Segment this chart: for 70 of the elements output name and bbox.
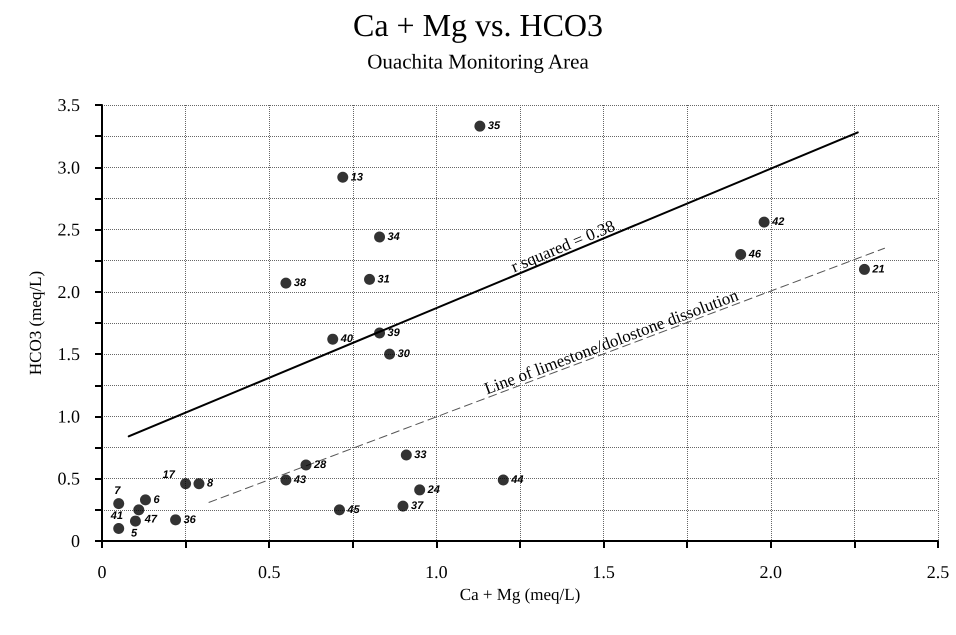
point (113, 523, 124, 534)
point (280, 474, 292, 486)
y-axis-title: HCO3 (meq/L) (26, 270, 45, 376)
annotation: 30 (398, 348, 411, 360)
point (498, 474, 509, 486)
point (400, 450, 412, 461)
x-tick-label: 0 (98, 562, 106, 582)
x-axis-title: Ca + Mg (meq/L) (460, 584, 580, 604)
point (180, 478, 192, 490)
point (384, 348, 396, 360)
y-tick-label: 0 (71, 531, 80, 551)
x-tick-label: 1.0 (425, 562, 448, 582)
point (374, 232, 386, 243)
y-tick-label: 3.0 (58, 157, 80, 178)
point (758, 216, 770, 228)
point (735, 248, 746, 260)
point (334, 504, 345, 516)
y-tick-label: 2.0 (58, 282, 80, 302)
y-tick-label: 0.5 (58, 468, 80, 489)
point (397, 500, 408, 512)
annotation: 40 (340, 333, 354, 346)
annotation: 5 (130, 528, 138, 540)
y-tick-label: 2.5 (58, 220, 80, 240)
annotation: 44 (510, 474, 524, 486)
annotation: 42 (771, 216, 784, 228)
point (280, 278, 292, 289)
chart-subtitle: Ouachita Monitoring Area (367, 50, 590, 74)
x-tick-label: 0.5 (258, 562, 280, 582)
annotation: 36 (184, 514, 197, 526)
point (374, 327, 386, 338)
y-tick-label: 1.5 (58, 344, 80, 364)
annotation: 33 (414, 449, 427, 462)
x-tick-label: 1.5 (592, 562, 615, 582)
annotation: 6 (153, 494, 160, 506)
y-tick-label: 3.5 (58, 95, 80, 115)
y-tick-label: 1.0 (58, 406, 80, 426)
annotation: 7 (114, 485, 122, 498)
annotation: 8 (206, 478, 214, 490)
point (414, 484, 426, 496)
annotation: 37 (410, 500, 424, 512)
annotation: 41 (110, 510, 123, 522)
annotation: 21 (871, 263, 885, 276)
point (140, 494, 151, 506)
point (858, 264, 870, 275)
x-tick-label: 2.0 (760, 562, 782, 582)
annotation: 31 (378, 273, 390, 286)
x-tick-label: 2.5 (926, 562, 950, 582)
point (364, 274, 376, 285)
annotation: 35 (488, 120, 501, 132)
annotation: 34 (388, 231, 400, 244)
point (170, 514, 182, 526)
point (474, 120, 486, 132)
annotation: 38 (294, 277, 308, 290)
annotation: 39 (388, 326, 401, 339)
annotation: 45 (346, 504, 361, 516)
point (113, 498, 124, 510)
point (300, 460, 312, 471)
point (337, 172, 348, 183)
chart-title: Ca + Mg vs. HCO3 (352, 7, 604, 43)
point (193, 478, 204, 490)
annotation: 13 (350, 171, 364, 184)
point (327, 334, 338, 345)
annotation: 43 (292, 474, 306, 486)
annotation: 17 (162, 469, 176, 482)
annotation: 28 (312, 459, 328, 472)
annotation: 46 (748, 248, 762, 260)
point (133, 504, 144, 516)
point (130, 516, 141, 527)
annotation: 47 (144, 513, 158, 526)
annotation: 24 (426, 484, 440, 496)
